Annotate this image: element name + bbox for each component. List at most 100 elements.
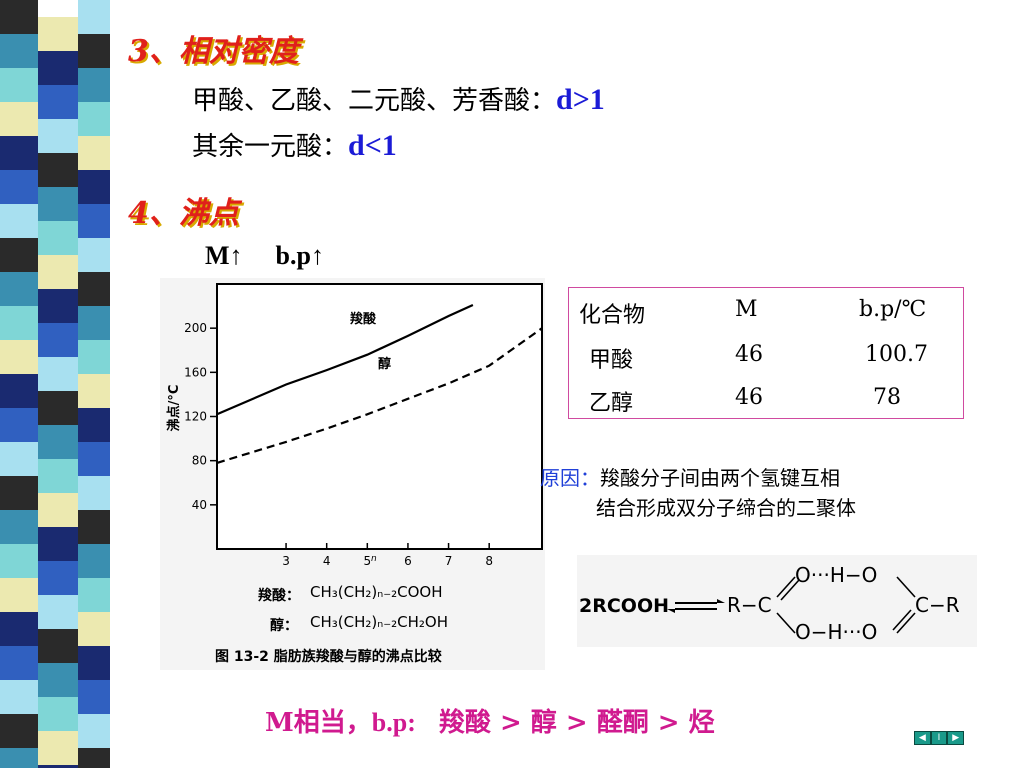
stripe-cell [78, 510, 110, 544]
dimer-structure-svg: 2RCOOH R−C O···H−O O−H···O C−R [579, 563, 960, 644]
stripe-cell [38, 561, 78, 595]
stripe-cell [38, 595, 78, 629]
x-tick-label: 5 [363, 554, 371, 568]
stripe-cell [38, 85, 78, 119]
reason-text: 原因：羧酸分子间由两个氢键互相 结合形成双分子缔合的二聚体 [540, 463, 980, 523]
density-line-2-text: 其余一元酸： [192, 132, 349, 162]
formula-alcohol: CH₃(CH₂)ₙ₋₂CH₂OH [310, 613, 448, 631]
slide-menu-button[interactable]: I [930, 731, 948, 745]
stripe-cell [38, 17, 78, 51]
plot-frame [216, 283, 543, 550]
reason-line-1: 原因：羧酸分子间由两个氢键互相 [540, 463, 980, 493]
stripe-cell [38, 221, 78, 255]
stripe-cell [0, 170, 38, 204]
table-header-compound: 化合物 [579, 303, 646, 328]
table-row-1-name: 甲酸 [589, 348, 634, 373]
bp-order-m: M相当， [265, 708, 372, 738]
stripe-cell [0, 680, 38, 714]
y-tick-label: 40 [192, 498, 207, 512]
stripe-cell [78, 68, 110, 102]
dimer-top: O···H−O [795, 563, 877, 587]
stripe-cell [78, 408, 110, 442]
stripe-cell [38, 765, 78, 768]
formula-alcohol-label: 醇： [270, 617, 298, 634]
table-header-bp: b.p/℃ [859, 297, 927, 322]
stripe-cell [38, 153, 78, 187]
bp-order-sequence: 羧酸 > 醇 > 醛酮 > 烃 [438, 708, 715, 738]
stripe-cell [0, 748, 38, 768]
stripe-cell [78, 340, 110, 374]
formula-acid: CH₃(CH₂)ₙ₋₂COOH [310, 583, 443, 601]
stripe-cell [78, 578, 110, 612]
table-row-1-m: 46 [735, 342, 763, 367]
stripe-cell [0, 578, 38, 612]
series-alcohol-label: 醇 [378, 356, 391, 372]
stripe-cell [78, 544, 110, 578]
stripe-cell [78, 204, 110, 238]
m-up-arrow-icon: ↑ [229, 241, 243, 270]
stripe-cell [0, 238, 38, 272]
slide-navigation: ◀ I ▶ [914, 731, 965, 745]
stripe-cell [78, 680, 110, 714]
y-tick-label: 200 [184, 321, 207, 335]
bp-up-arrow-icon: ↑ [310, 241, 324, 270]
stripe-cell [78, 0, 110, 34]
stripe-cell [38, 51, 78, 85]
stripe-cell [38, 697, 78, 731]
density-line-1: 甲酸、乙酸、二元酸、芳香酸：d>1 [192, 80, 605, 117]
equilibrium-arrow-icon [667, 599, 725, 613]
heading-boiling-point: 4、沸点 [128, 196, 239, 231]
compound-table: 化合物 M b.p/℃ 甲酸 46 100.7 乙醇 46 78 [568, 287, 964, 419]
stripe-cell [78, 714, 110, 748]
dimer-bond-upper-right [896, 576, 916, 598]
reason-label: 原因： [540, 466, 600, 490]
stripe-cell [38, 255, 78, 289]
stripe-cell [0, 136, 38, 170]
next-slide-button[interactable]: ▶ [947, 731, 965, 745]
table-row-2-bp: 78 [873, 385, 901, 410]
y-tick-label: 160 [184, 365, 207, 379]
stripe-cell [0, 714, 38, 748]
stripe-cell [78, 238, 110, 272]
x-tick-label: 4 [323, 554, 331, 568]
stripe-cell [0, 408, 38, 442]
stripe-cell [38, 663, 78, 697]
stripe-cell [78, 374, 110, 408]
prev-slide-button[interactable]: ◀ [914, 731, 931, 745]
stripe-cell [0, 306, 38, 340]
boiling-point-chart: 40 80 120 160 200 3 4 5 6 7 8 羧酸 醇 沸点/°C n 羧酸： CH… [166, 283, 543, 665]
dimer-bond-upper-left-double [780, 579, 800, 601]
boiling-point-figure: 40 80 120 160 200 3 4 5 6 7 8 羧酸 醇 沸点/°C n 羧酸： CH… [160, 278, 545, 670]
density-line-1-value: d>1 [556, 83, 605, 116]
bp-label: b.p [275, 241, 311, 270]
stripe-cell [38, 289, 78, 323]
stripe-cell [78, 646, 110, 680]
bp-order-summary: M相当，b.p: 羧酸 > 醇 > 醛酮 > 烃 [265, 702, 715, 739]
stripe-cell [38, 425, 78, 459]
stripe-cell [38, 493, 78, 527]
reason-line-1-text: 羧酸分子间由两个氢键互相 [600, 466, 840, 490]
y-axis-label: 沸点/°C [166, 385, 182, 432]
table-row-1-bp: 100.7 [865, 342, 928, 367]
x-tick-label: 3 [282, 554, 290, 568]
y-tick-label: 120 [184, 410, 207, 424]
dimer-bond-lower-right [896, 612, 916, 634]
stripe-cell [38, 323, 78, 357]
dimer-structure: 2RCOOH R−C O···H−O O−H···O C−R [577, 555, 977, 647]
figure-caption: 图 13-2 脂肪族羧酸与醇的沸点比较 [215, 648, 442, 665]
stripe-cell [38, 119, 78, 153]
stripe-cell [38, 527, 78, 561]
x-axis-label: n [371, 554, 377, 564]
stripe-cell [38, 357, 78, 391]
stripe-cell [0, 34, 38, 68]
m-bp-trend: M↑ b.p↑ [205, 241, 324, 271]
dimer-r2: C−R [915, 593, 960, 617]
stripe-cell [0, 612, 38, 646]
stripe-cell [38, 731, 78, 765]
stripe-cell [38, 187, 78, 221]
stripe-cell [0, 340, 38, 374]
stripe-cell [78, 306, 110, 340]
stripe-cell [0, 544, 38, 578]
heading-relative-density: 3、相对密度 [128, 34, 299, 69]
table-row-2-name: 乙醇 [589, 391, 634, 416]
